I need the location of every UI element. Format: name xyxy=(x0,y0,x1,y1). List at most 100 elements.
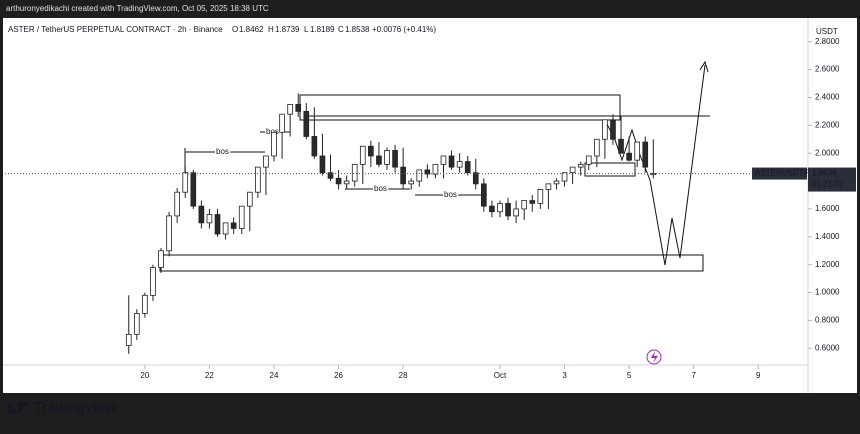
candle-body xyxy=(392,150,398,168)
candle-body xyxy=(311,136,318,157)
annotation: bos xyxy=(444,190,457,199)
y-tick-label: 1.6000 xyxy=(815,204,840,213)
author-line: arthuronyedikachi created with TradingVi… xyxy=(6,4,269,13)
x-tick-label: Oct xyxy=(494,371,507,380)
price-tag-ticker-bg xyxy=(752,167,807,180)
candle-body xyxy=(537,189,544,204)
candle-body xyxy=(319,155,326,174)
y-tick-label: 1.4000 xyxy=(815,232,840,241)
candle-body xyxy=(424,169,431,175)
y-tick-label: 2.6000 xyxy=(815,65,840,74)
open: 1.8462 xyxy=(239,25,264,34)
l-label: L xyxy=(304,25,309,34)
candle-body xyxy=(618,138,624,154)
change: +0.0076 (+0.41%) xyxy=(372,25,436,34)
candle-body xyxy=(125,333,132,346)
candle-body xyxy=(505,202,511,217)
annotation: bos xyxy=(374,184,387,193)
chart-panel xyxy=(3,18,857,393)
candle-body xyxy=(545,183,552,190)
candle-body xyxy=(279,113,285,133)
candle-body xyxy=(400,166,406,185)
candle-body xyxy=(166,215,172,252)
annotation: bos xyxy=(216,147,229,156)
candle-body xyxy=(174,191,180,217)
candle-body xyxy=(376,155,382,165)
candle-body xyxy=(594,138,600,157)
candle-body xyxy=(246,191,253,207)
candle-body xyxy=(521,200,528,210)
candle-body xyxy=(497,202,503,213)
candle-body xyxy=(448,155,455,168)
low: 1.8189 xyxy=(310,25,335,34)
candle-body xyxy=(222,222,229,235)
projection-arrow xyxy=(699,60,709,73)
y-tick-label: 2.8000 xyxy=(815,37,840,46)
candle-body xyxy=(610,119,616,140)
currency: USDT xyxy=(816,27,838,36)
candle-body xyxy=(150,267,156,296)
candle-body xyxy=(295,104,302,112)
candle-body xyxy=(238,205,245,229)
y-tick-label: 2.4000 xyxy=(815,93,840,102)
candle-body xyxy=(626,152,632,161)
candle-body xyxy=(561,172,568,182)
candle-body xyxy=(230,222,237,229)
candle-body xyxy=(481,183,487,207)
footer-brand: TradingView xyxy=(34,399,116,415)
alert-icon[interactable] xyxy=(646,349,662,365)
candle-body xyxy=(513,208,519,217)
candle-body xyxy=(255,166,261,193)
candle-body xyxy=(634,141,640,161)
order-block xyxy=(584,162,636,177)
price-tag-bg xyxy=(808,167,856,192)
candle-body xyxy=(327,172,334,179)
candle-body xyxy=(577,163,584,168)
y-tick-label: 2.2000 xyxy=(815,120,840,129)
footer xyxy=(0,393,860,429)
candle-body xyxy=(142,294,148,314)
candle-body xyxy=(489,205,495,213)
candle-body xyxy=(384,150,390,165)
symbol: ASTER / TetherUS PERPETUAL CONTRACT · 2h… xyxy=(8,25,223,34)
candle-body xyxy=(214,214,221,235)
price-tag-value: 1.8538 xyxy=(812,169,837,178)
c-label: C xyxy=(338,25,344,34)
candle-body xyxy=(271,131,277,157)
x-tick-label: 28 xyxy=(399,371,408,380)
candle-body xyxy=(343,180,350,185)
y-tick-label: 1.0000 xyxy=(815,288,840,297)
candle-body xyxy=(303,110,310,137)
x-tick-label: 5 xyxy=(627,371,632,380)
symbol-legend: ASTER / TetherUS PERPETUAL CONTRACT · 2h… xyxy=(8,25,436,34)
price-tag-ticker: ASTERUSDT.P xyxy=(755,169,810,178)
candle-body xyxy=(182,172,189,193)
candle-body xyxy=(585,155,592,165)
o-label: O xyxy=(232,25,238,34)
x-tick-label: 22 xyxy=(205,371,214,380)
candle-body xyxy=(359,145,366,165)
y-tick-label: 0.6000 xyxy=(815,343,840,352)
candle-body xyxy=(408,180,415,185)
candle-body xyxy=(472,172,479,185)
close: 1.8538 xyxy=(345,25,370,34)
candle-body xyxy=(529,200,536,204)
h-label: H xyxy=(268,25,274,34)
x-tick-label: 9 xyxy=(756,371,761,380)
candle-body xyxy=(335,177,342,185)
candle-body xyxy=(287,104,293,115)
y-tick-label: 0.8000 xyxy=(815,316,840,325)
candle-body xyxy=(602,119,608,140)
candle-body xyxy=(190,172,197,207)
footer-logo: ◣◤ xyxy=(7,399,31,415)
x-tick-label: 3 xyxy=(562,371,567,380)
candle-body xyxy=(206,214,213,224)
x-tick-label: 20 xyxy=(140,371,149,380)
candle-body xyxy=(432,163,439,175)
candle-body xyxy=(351,163,358,182)
high: 1.8739 xyxy=(275,25,300,34)
alert-bolt xyxy=(651,351,658,363)
candle-body xyxy=(158,250,164,268)
